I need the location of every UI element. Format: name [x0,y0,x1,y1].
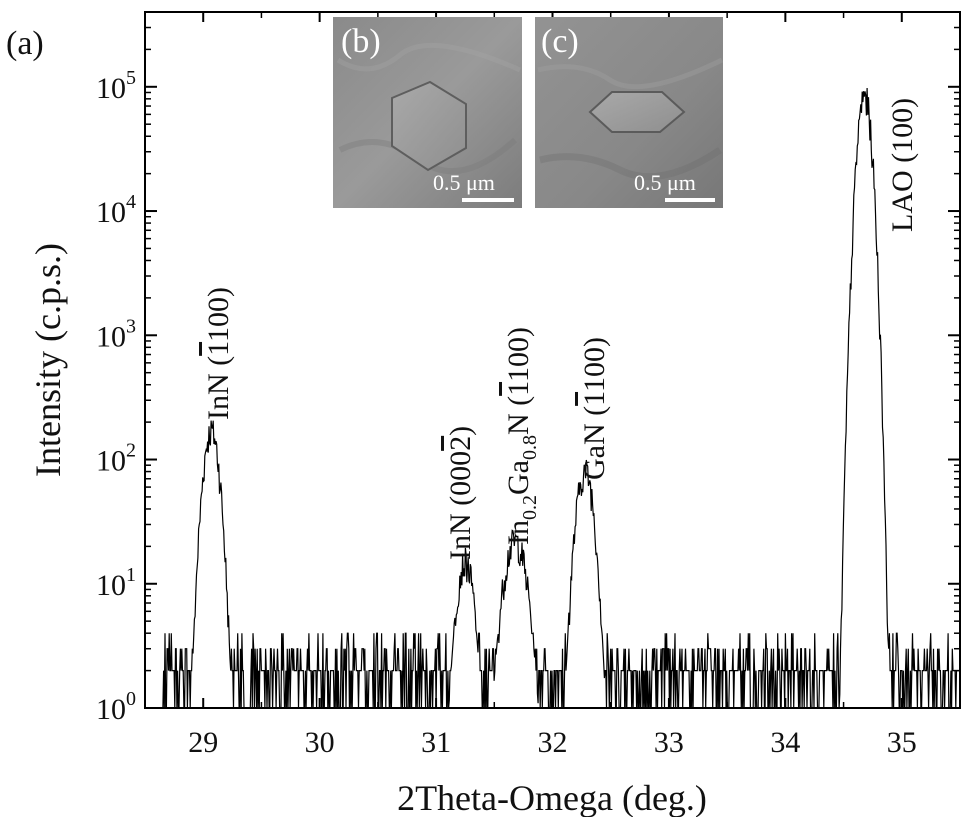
tilted-hexagon-crystal-icon [588,91,686,133]
y-tick-base: 10 [96,693,126,726]
inset-b-scale-bar [462,198,514,202]
peak-label: LAO (100) [886,98,919,232]
inset-c: (c) 0.5 μm [535,17,724,208]
x-tick-label: 34 [770,726,800,759]
hexagon-crystal-icon [391,80,467,172]
peak-label: InN (1100) [202,287,235,420]
y-tick-base: 10 [96,72,126,105]
inset-b: (b) 0.5 μm [333,17,522,208]
y-tick-base: 10 [96,320,126,353]
y-tick-exponent: 3 [126,315,136,337]
inset-b-label: (b) [341,23,381,60]
x-tick-label: 33 [654,726,684,759]
y-tick-label: 100 [96,688,136,726]
y-tick-label: 102 [96,440,136,478]
peak-label: In0.2Ga0.8N (1100) [502,327,541,545]
series-group [156,87,960,709]
inset-c-label: (c) [541,23,579,60]
inset-c-scale-bar [665,198,715,202]
x-tick-label: 29 [188,726,218,759]
y-tick-exponent: 0 [126,688,136,710]
y-tick-exponent: 4 [126,191,136,213]
y-tick-label: 103 [96,315,136,353]
y-tick-exponent: 2 [126,440,136,462]
y-tick-exponent: 1 [126,564,136,586]
peak-label: InN (0002) [444,426,477,560]
y-tick-label: 105 [96,67,136,105]
x-tick-label: 31 [421,726,451,759]
y-tick-base: 10 [96,569,126,602]
x-tick-label: 32 [538,726,568,759]
peak-label: GaN (1100) [578,337,611,480]
x-tick-label: 30 [305,726,335,759]
series-line [156,87,960,709]
inset-c-scale-text: 0.5 μm [634,170,696,195]
y-tick-base: 10 [96,445,126,478]
y-axis-title: Intensity (c.p.s.) [28,243,68,477]
y-tick-label: 104 [96,191,136,229]
peak-annotations: InN (1100) InN (0002) In0.2Ga0.8N (1100) Ga… [202,95,919,562]
panel-label-a: (a) [6,25,44,62]
y-tick-exponent: 5 [126,67,136,89]
y-tick-label: 101 [96,564,136,602]
y-tick-base: 10 [96,196,126,229]
x-axis-title: 2Theta-Omega (deg.) [397,778,707,817]
x-tick-label: 35 [887,726,917,759]
inset-b-scale-text: 0.5 μm [433,170,495,195]
